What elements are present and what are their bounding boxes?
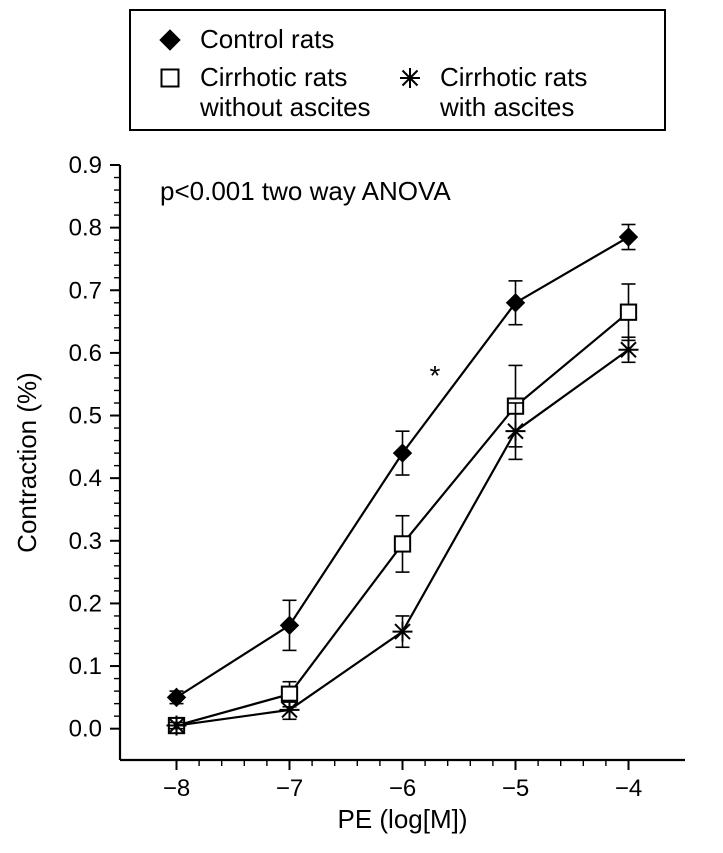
x-axis-label: PE (log[M]) <box>337 804 467 834</box>
data-point <box>395 536 410 551</box>
y-tick-label: 0.5 <box>69 403 102 430</box>
legend-label: with ascites <box>439 92 574 122</box>
x-tick-label: −8 <box>163 775 190 802</box>
x-tick-label: −5 <box>502 775 529 802</box>
data-point <box>619 340 639 360</box>
legend-label: Cirrhotic rats <box>200 62 347 92</box>
legend-label: Cirrhotic rats <box>440 62 587 92</box>
x-tick-label: −4 <box>615 775 642 802</box>
y-tick-label: 0.2 <box>69 590 102 617</box>
y-tick-label: 0.6 <box>69 340 102 367</box>
y-tick-label: 0.0 <box>69 716 102 743</box>
x-tick-label: −6 <box>389 775 416 802</box>
figure-svg: Control ratsCirrhotic ratswithout ascite… <box>0 0 723 853</box>
data-point <box>282 687 297 702</box>
data-point <box>506 421 526 441</box>
y-axis-label: Contraction (%) <box>12 372 42 553</box>
y-tick-label: 0.1 <box>69 653 102 680</box>
data-point <box>621 305 636 320</box>
y-tick-label: 0.9 <box>69 152 102 179</box>
legend: Control ratsCirrhotic ratswithout ascite… <box>130 10 665 130</box>
y-tick-label: 0.3 <box>69 528 102 555</box>
y-tick-label: 0.8 <box>69 215 102 242</box>
annotation-text: p<0.001 two way ANOVA <box>160 176 451 206</box>
data-point <box>393 622 413 642</box>
data-point <box>280 700 300 720</box>
legend-label: without ascites <box>199 92 371 122</box>
legend-label: Control rats <box>200 24 334 54</box>
y-tick-label: 0.7 <box>69 277 102 304</box>
data-point <box>167 716 187 736</box>
significance-marker: * <box>430 360 441 391</box>
x-tick-label: −7 <box>276 775 303 802</box>
y-tick-label: 0.4 <box>69 465 102 492</box>
